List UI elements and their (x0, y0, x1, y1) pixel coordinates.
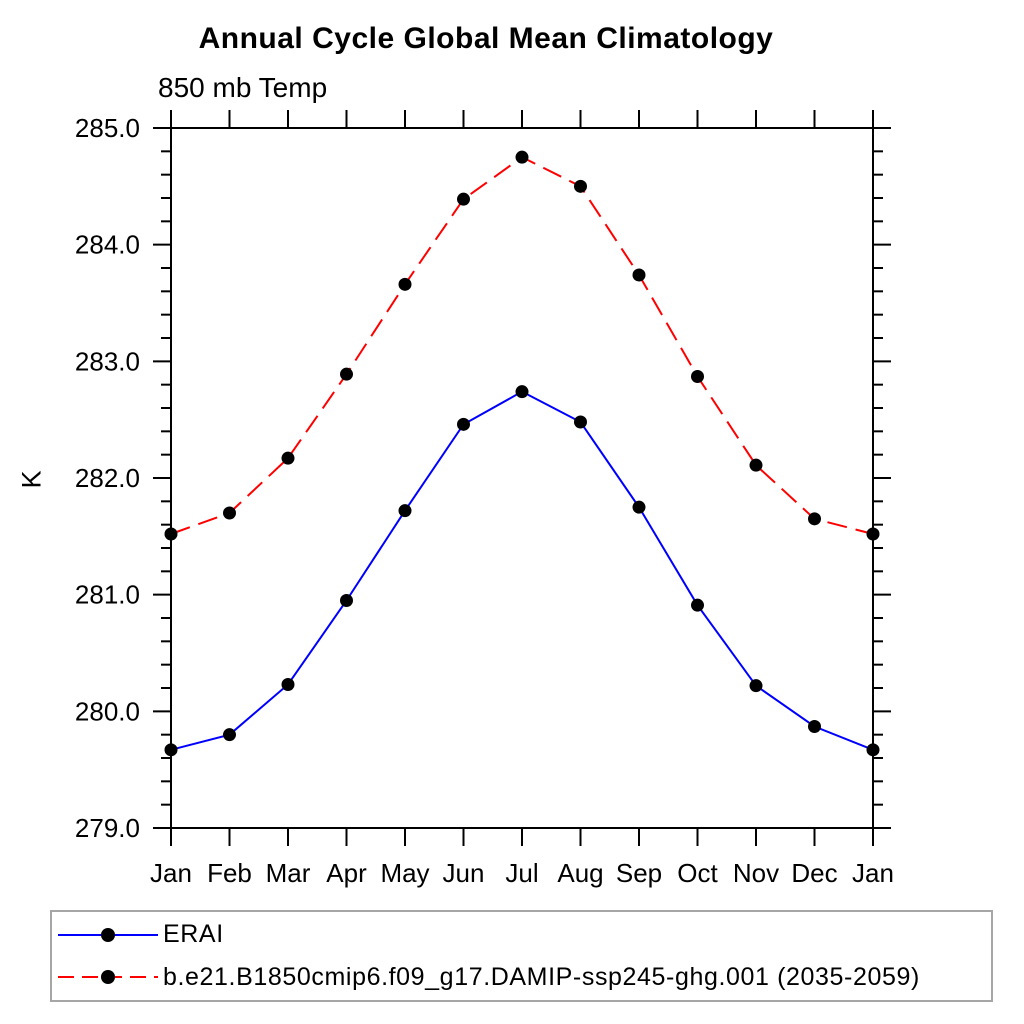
x-tick-label: Jun (443, 858, 485, 888)
legend-label-erai: ERAI (163, 920, 224, 949)
data-point-marker (223, 506, 236, 520)
data-point-marker (281, 678, 295, 691)
plot-border (170, 127, 874, 829)
data-point-marker (281, 451, 295, 465)
legend-label-model: b.e21.B1850cmip6.f09_g17.DAMIP-ssp245-gh… (163, 962, 920, 991)
data-point-marker (223, 728, 236, 742)
y-tick-label: 283.0 (75, 346, 140, 376)
x-tick-label: Jan (150, 858, 192, 888)
data-point-marker (866, 743, 880, 757)
data-point-marker (515, 385, 529, 399)
x-tick-label: Oct (677, 858, 718, 888)
legend-item-erai: ERAI (52, 915, 991, 955)
y-tick-label: 284.0 (75, 230, 140, 260)
x-tick-label: Jul (505, 858, 538, 888)
legend-dashed-line-marker-icon (58, 970, 158, 985)
x-tick-label: Nov (733, 858, 779, 888)
x-tick-label: Sep (616, 858, 662, 888)
series-line-0 (170, 390, 874, 751)
x-tick-label: May (380, 858, 429, 888)
y-tick-label: 281.0 (75, 580, 140, 610)
y-tick-label: 285.0 (75, 113, 140, 143)
data-point-marker (749, 679, 763, 693)
data-point-marker (632, 500, 646, 514)
data-point-marker (808, 720, 821, 733)
data-point-marker (866, 527, 880, 541)
legend-box: ERAI b.e21.B1850cmip6.f09_g17.DAMIP-ssp2… (50, 910, 993, 1002)
data-point-marker (808, 512, 821, 526)
legend-solid-line-marker-icon (58, 927, 158, 942)
data-point-marker (691, 598, 704, 612)
series-line-1 (170, 156, 874, 535)
data-point-marker (340, 367, 353, 381)
x-tick-label: Dec (791, 858, 837, 888)
data-point-marker (398, 277, 412, 291)
data-point-marker (749, 458, 763, 472)
x-tick-label: Mar (266, 858, 311, 888)
chart-title: Annual Cycle Global Mean Climatology (198, 22, 774, 55)
data-point-marker (164, 527, 178, 541)
x-tick-label: Jan (852, 858, 894, 888)
chart-subtitle: 850 mb Temp (158, 72, 328, 103)
data-point-marker (398, 504, 412, 518)
x-tick-label: Apr (326, 858, 367, 888)
data-point-marker (515, 150, 529, 164)
y-tick-label: 282.0 (75, 463, 140, 493)
x-tick-label: Feb (207, 858, 252, 888)
data-point-marker (457, 192, 470, 206)
data-point-marker (691, 370, 704, 383)
data-point-marker (574, 415, 587, 429)
legend-item-model: b.e21.B1850cmip6.f09_g17.DAMIP-ssp245-gh… (52, 957, 991, 997)
data-point-marker (574, 179, 587, 193)
x-tick-label: Aug (557, 858, 603, 888)
y-tick-label: 279.0 (75, 813, 140, 843)
data-point-marker (632, 268, 646, 282)
data-point-marker (164, 743, 178, 757)
y-tick-label: 280.0 (75, 696, 140, 726)
data-point-marker (340, 594, 353, 607)
data-point-marker (457, 417, 470, 431)
